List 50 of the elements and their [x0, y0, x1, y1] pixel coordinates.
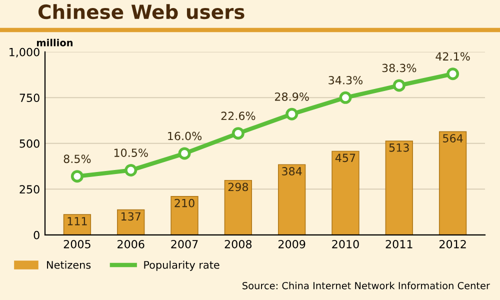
- y-tick-label: 250: [20, 185, 40, 194]
- data-label: 137: [121, 212, 141, 221]
- point: [124, 164, 138, 176]
- x-tick-label: 2008: [224, 240, 252, 248]
- point: [232, 127, 244, 140]
- x-tick-label: 2011: [386, 240, 412, 248]
- x-tick-label: 2006: [118, 240, 144, 248]
- x-tick-label: 2012: [439, 240, 466, 248]
- point: [178, 147, 191, 160]
- bar: [278, 164, 306, 235]
- data-label: 8.5%: [64, 154, 91, 164]
- bar: [438, 131, 467, 235]
- y-axis-title: million: [37, 38, 72, 46]
- y-tick-label: 750: [20, 94, 40, 102]
- bar: [63, 214, 92, 235]
- data-label: 28.9%: [274, 92, 309, 101]
- data-label: 384: [282, 167, 302, 176]
- bar: [332, 150, 360, 235]
- bar: [117, 209, 145, 235]
- y-tick-label: 1,000: [10, 48, 40, 58]
- point: [446, 68, 460, 80]
- x-tick-label: 2010: [332, 240, 359, 248]
- point: [286, 108, 298, 120]
- data-label: 22.6%: [221, 112, 256, 120]
- data-label: 457: [335, 154, 356, 162]
- data-label: 10.5%: [114, 148, 148, 157]
- data-label: 16.0%: [168, 132, 202, 140]
- data-label: 38.3%: [382, 64, 416, 72]
- point: [70, 170, 84, 183]
- data-label: 34.3%: [328, 76, 363, 84]
- data-label: 298: [228, 182, 248, 192]
- data-label: 513: [389, 143, 409, 152]
- y-tick-label: 500: [20, 139, 40, 148]
- data-label: 210: [174, 198, 194, 208]
- legend-label: Netizens: [47, 260, 91, 269]
- data-label: 564: [443, 134, 463, 142]
- chart-title: Chinese Web users: [38, 4, 244, 20]
- data-label: 42.1%: [436, 52, 470, 61]
- x-tick-label: 2005: [64, 240, 90, 248]
- point: [392, 79, 406, 92]
- y-tick-label: 0: [34, 230, 40, 240]
- bar: [385, 140, 413, 235]
- legend-label: Popularity rate: [144, 260, 220, 271]
- source-note: Source: China Internet Network Information Center: [242, 282, 490, 290]
- x-tick-label: 2007: [171, 240, 198, 248]
- x-tick-label: 2009: [278, 240, 306, 248]
- data-label: 111: [68, 217, 87, 226]
- point: [339, 91, 352, 104]
- bar: [170, 196, 198, 235]
- bar: [224, 180, 252, 235]
